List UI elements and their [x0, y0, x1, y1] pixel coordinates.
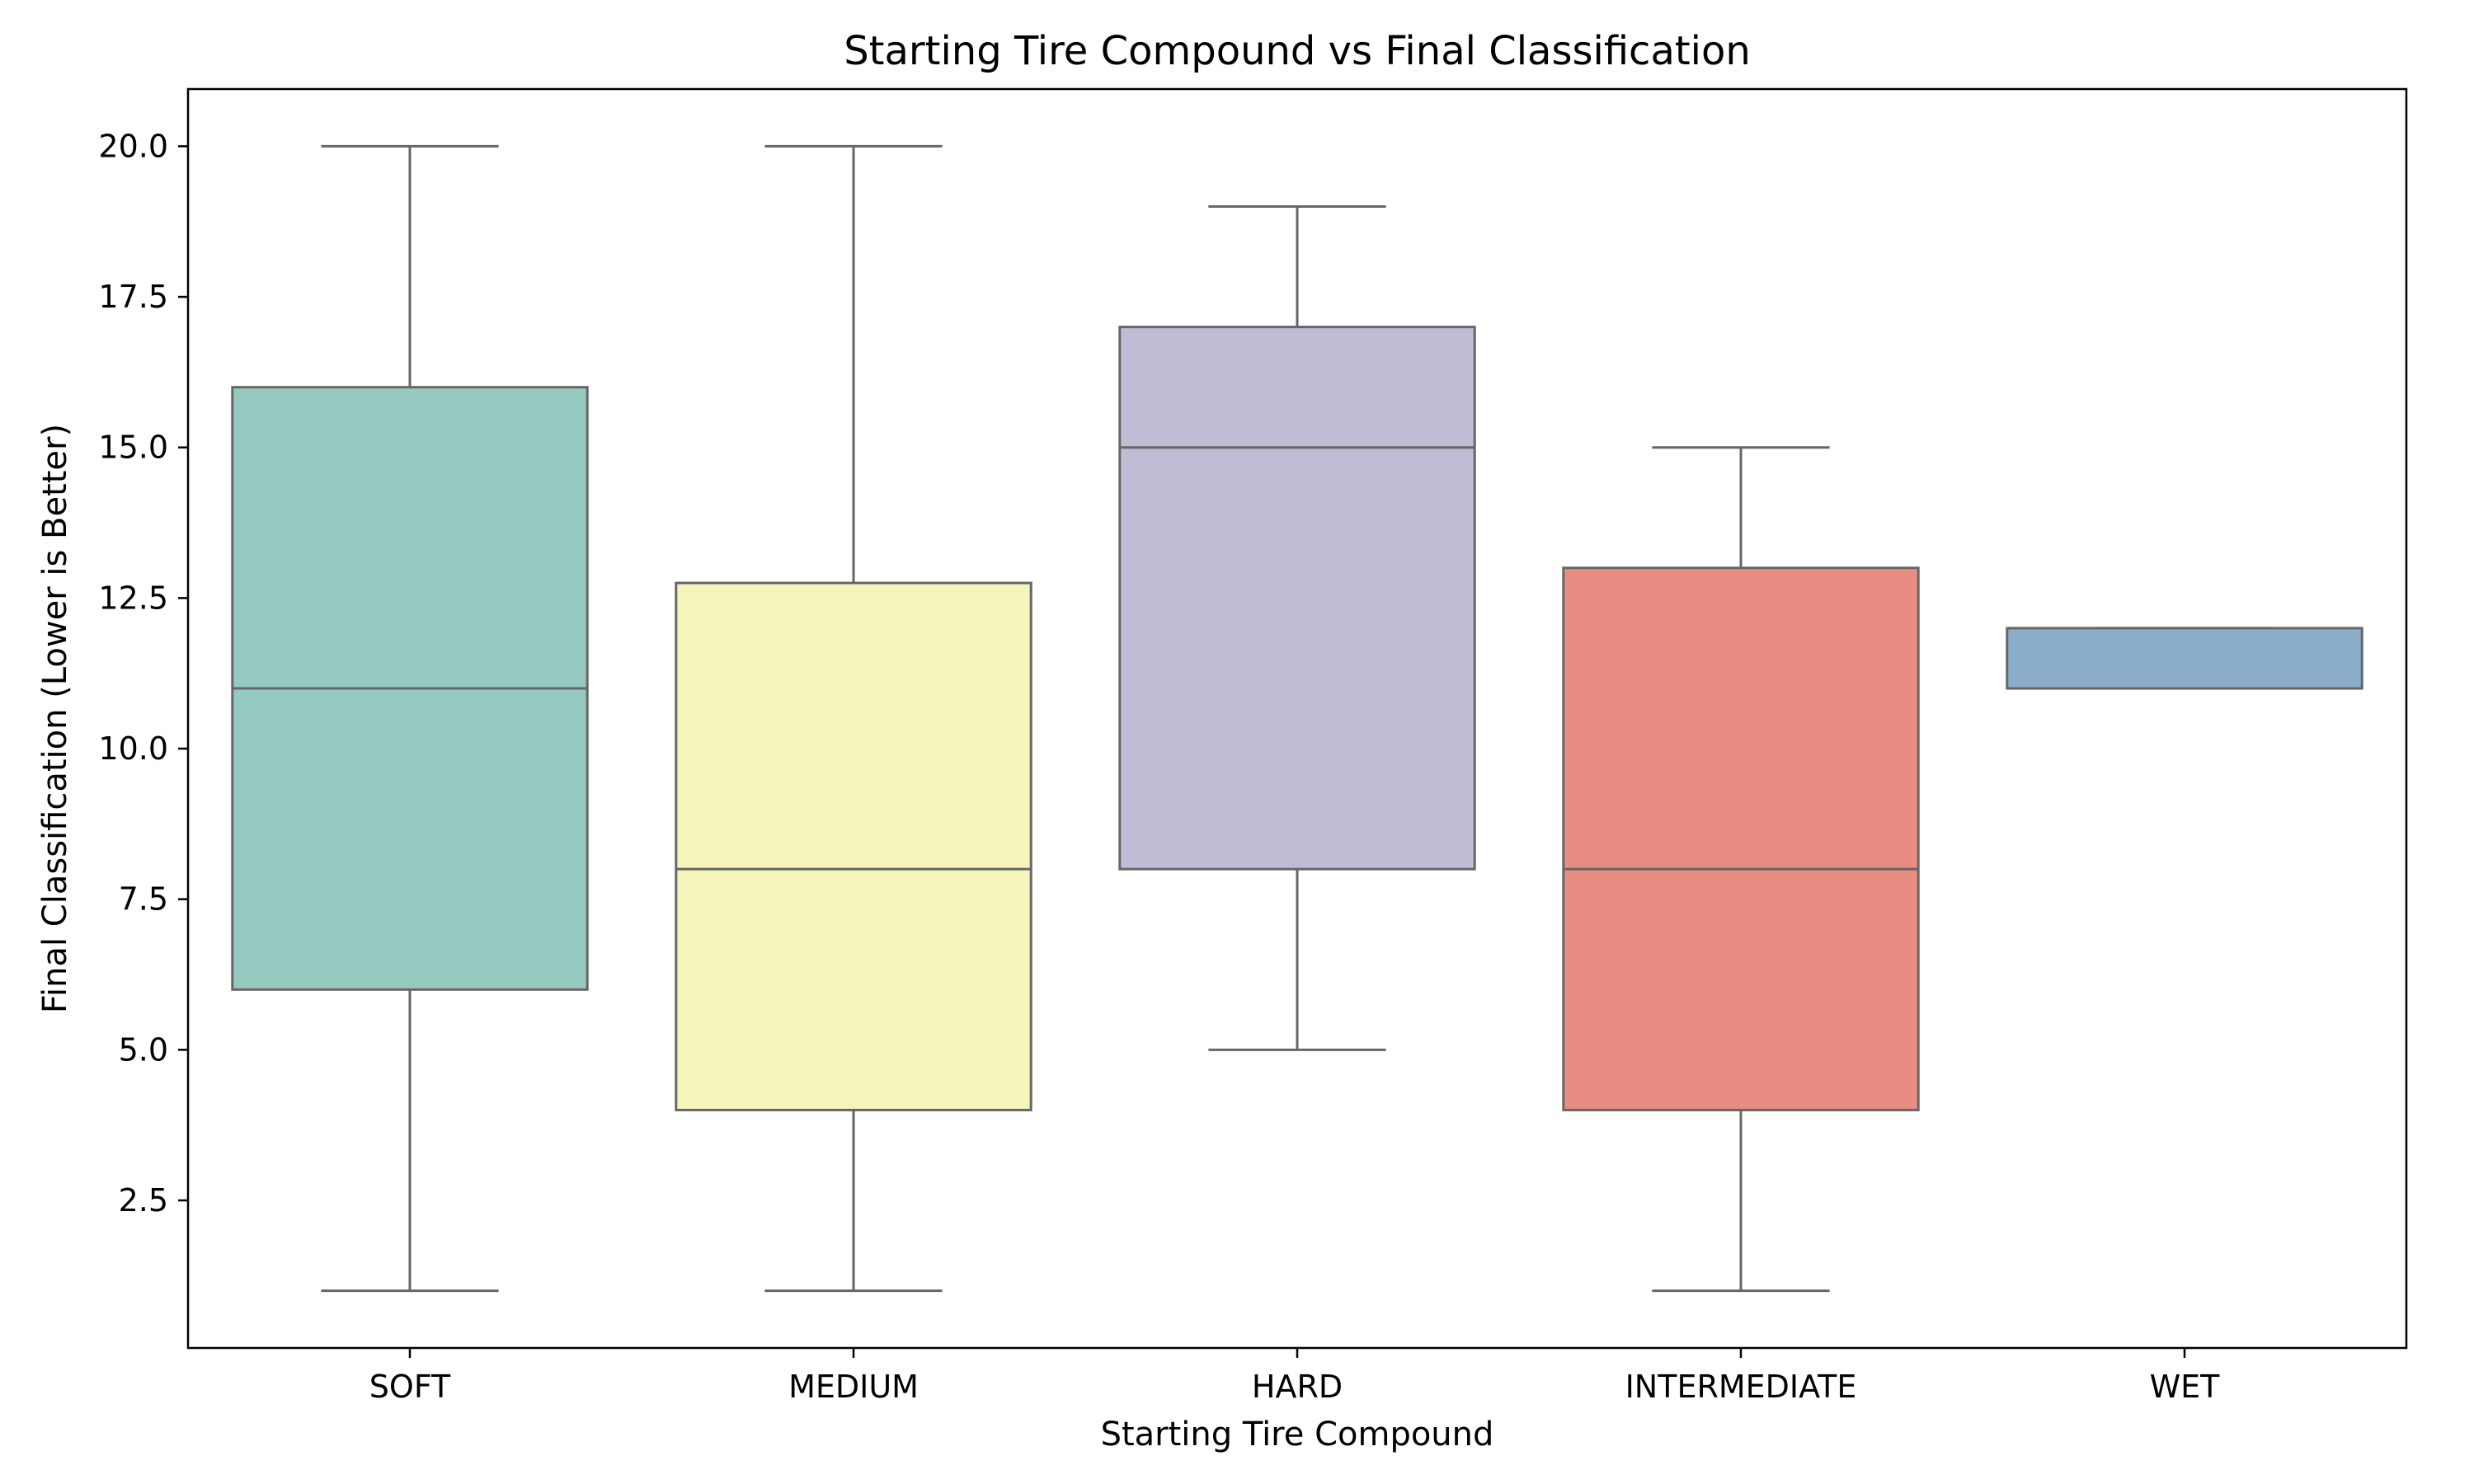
- box-group-soft: [231, 144, 589, 1293]
- x-tick-label: HARD: [1252, 1369, 1343, 1405]
- y-axis-label: Final Classification (Lower is Better): [36, 424, 74, 1013]
- iqr-box: [675, 581, 1032, 1111]
- x-tick-label: MEDIUM: [788, 1369, 919, 1405]
- y-tick-label: 10.0: [98, 730, 168, 767]
- x-tick-label: WET: [2150, 1369, 2221, 1405]
- y-tick-label: 5.0: [119, 1031, 168, 1068]
- y-tick-label: 12.5: [98, 580, 168, 616]
- y-tick-label: 15.0: [98, 430, 168, 466]
- y-tick-label: 20.0: [98, 128, 168, 164]
- y-tick-label: 2.5: [119, 1182, 168, 1219]
- iqr-box: [2006, 627, 2363, 690]
- box-group-medium: [675, 144, 1032, 1293]
- box-group-intermediate: [1562, 446, 1920, 1293]
- ticks-layer: 2.5 5.0 7.5 10.0 12.5 15.0 17.5 20.0 SOFT MEDIUM H…: [98, 128, 2220, 1405]
- y-tick-label: 17.5: [98, 279, 168, 315]
- chart-title: Starting Tire Compound vs Final Classifi…: [844, 28, 1751, 74]
- x-tick-label: INTERMEDIATE: [1625, 1369, 1857, 1405]
- y-tick-label: 7.5: [119, 881, 168, 918]
- boxes-layer: [231, 144, 2363, 1293]
- x-tick-label: SOFT: [369, 1369, 451, 1405]
- x-axis-label: Starting Tire Compound: [1101, 1416, 1494, 1453]
- box-group-hard: [1118, 204, 1476, 1051]
- iqr-box: [1562, 566, 1920, 1111]
- iqr-box: [1118, 326, 1476, 871]
- box-group-wet: [2006, 627, 2363, 690]
